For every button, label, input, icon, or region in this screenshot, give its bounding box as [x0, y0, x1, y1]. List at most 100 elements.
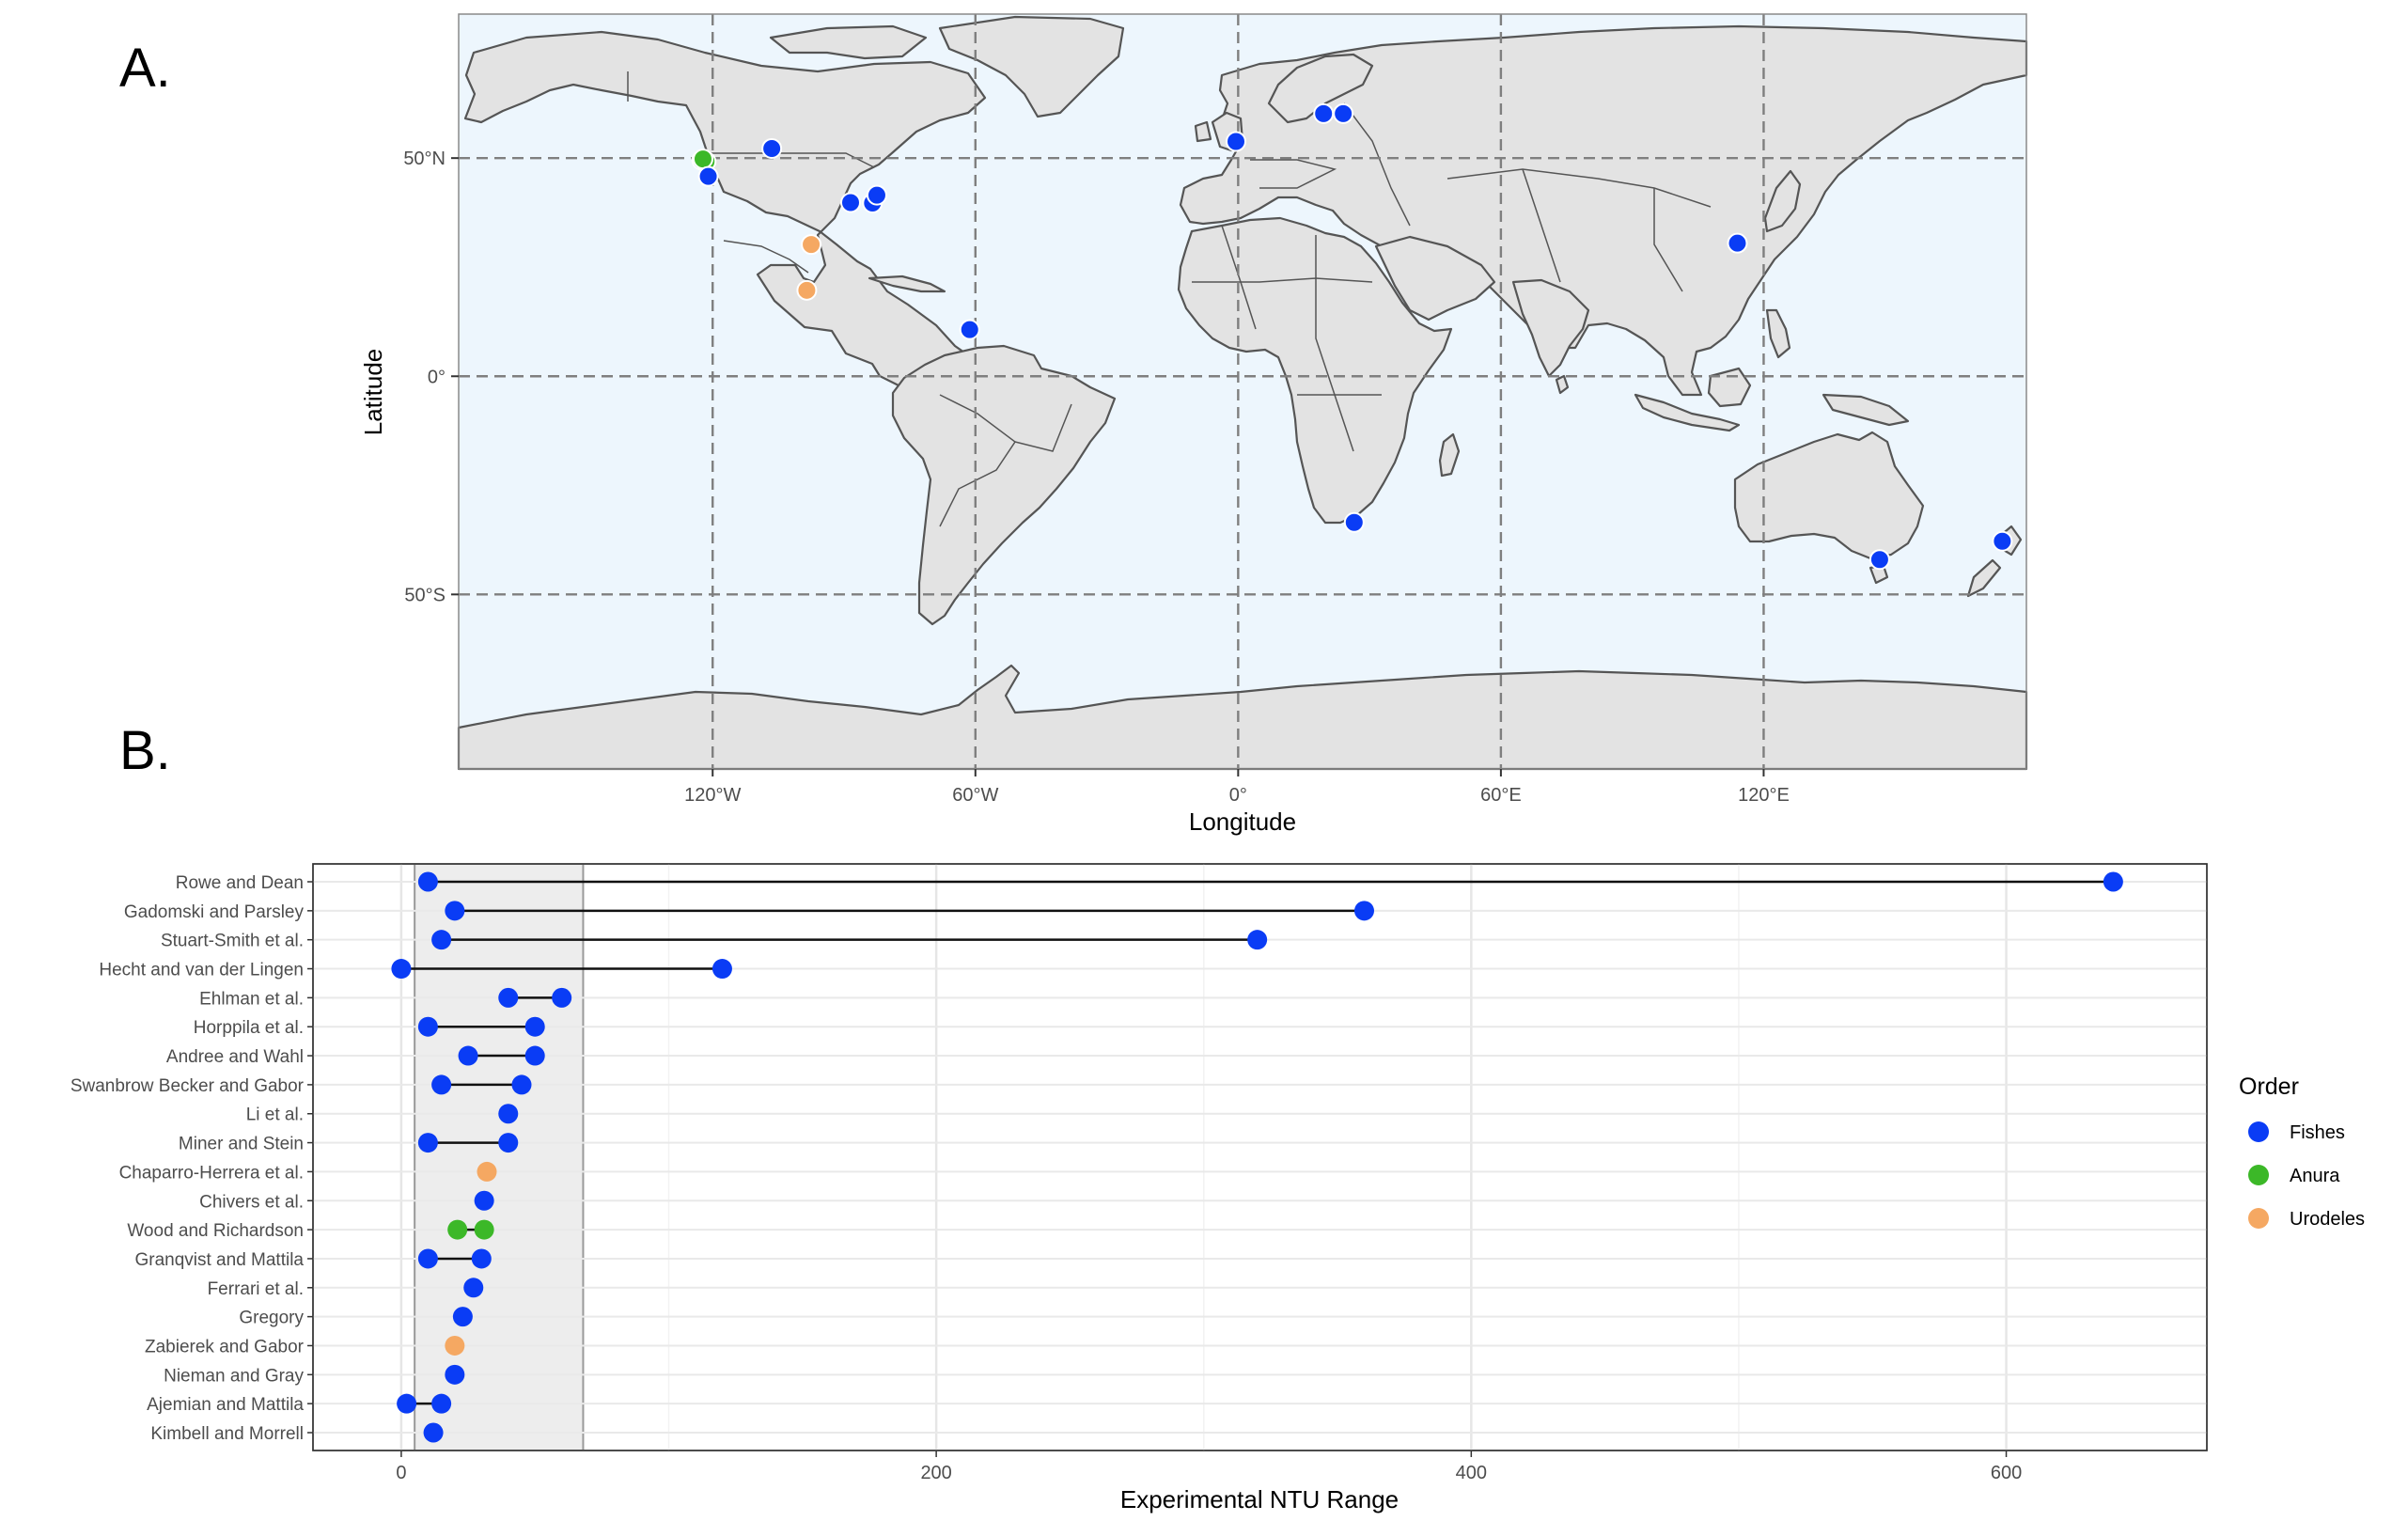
border-africa-1	[1192, 277, 1373, 283]
range-min-point-8	[498, 1104, 519, 1124]
legend-label-fishes: Fishes	[2290, 1122, 2345, 1143]
land-philippines	[1765, 308, 1791, 359]
range-max-point-0	[2103, 871, 2123, 892]
lat-tick-label-2: 50°S	[404, 585, 446, 605]
land-arabia	[1374, 235, 1496, 321]
x-tick-label-2: 400	[1456, 1463, 1487, 1483]
range-min-point-4	[498, 987, 519, 1008]
range-min-point-7	[431, 1074, 452, 1095]
map-site-fishes-7	[866, 184, 887, 206]
study-label-17: Nieman and Gray	[164, 1366, 304, 1386]
range-min-point-15	[452, 1307, 473, 1327]
map-x-axis-title: Longitude	[1189, 808, 1296, 836]
legend-label-urodeles: Urodeles	[2290, 1209, 2365, 1230]
range-min-point-12	[447, 1219, 468, 1240]
range-max-point-1	[1353, 901, 1374, 921]
map-y-axis-title: Latitude	[359, 349, 387, 436]
land-new-guinea	[1822, 393, 1910, 427]
border-eurasia-1	[1343, 102, 1411, 227]
map-longitude-ticks: 120°W 60°W 0° 60°E 120°E	[684, 769, 1790, 806]
range-min-point-11	[474, 1190, 494, 1211]
border-eurasia-4	[1653, 188, 1683, 292]
lat-tick-label-1: 0°	[428, 367, 446, 387]
land-india	[1511, 278, 1590, 378]
range-max-point-13	[471, 1248, 492, 1269]
map-site-fishes-14	[1727, 232, 1748, 254]
range-min-point-17	[445, 1364, 465, 1385]
border-us-mexico	[723, 240, 809, 274]
range-max-point-7	[511, 1074, 532, 1095]
ntu-x-ticks: 0 200 400 600	[396, 1450, 2022, 1483]
map-latitude-ticks: 50°N 0° 50°S	[403, 149, 459, 605]
map-study-sites	[691, 102, 2013, 571]
ntu-range-panel: Rowe and Dean Gadomski and Parsley Stuart-…	[70, 863, 2208, 1513]
lon-tick-label-3: 60°E	[1480, 785, 1522, 806]
range-max-point-6	[524, 1045, 545, 1066]
range-max-point-2	[1247, 930, 1268, 950]
map-site-fishes-3	[761, 137, 783, 159]
range-min-point-16	[445, 1335, 465, 1356]
legend-swatch-fishes	[2248, 1121, 2269, 1142]
world-map-panel: 120°W 60°W 0° 60°E 120°E 50°N 0° 50°S Longitud…	[359, 13, 2028, 836]
land-greenland	[938, 15, 1125, 118]
map-site-fishes-5	[840, 192, 861, 213]
border-europe	[1250, 159, 1337, 189]
legend-title: Order	[2239, 1074, 2299, 1100]
range-min-point-14	[463, 1278, 484, 1298]
map-site-anura-2	[692, 149, 713, 170]
x-tick-label-3: 600	[1991, 1463, 2022, 1483]
panel-b-label: B.	[119, 720, 171, 781]
study-label-10: Chaparro-Herrera et al.	[119, 1163, 304, 1183]
range-max-point-3	[711, 959, 732, 980]
land-borneo	[1707, 367, 1752, 408]
map-site-fishes-11	[1226, 131, 1247, 152]
study-label-12: Wood and Richardson	[127, 1221, 304, 1241]
study-label-11: Chivers et al.	[199, 1192, 304, 1212]
land-australia	[1733, 431, 1925, 560]
range-min-point-0	[417, 871, 438, 892]
range-max-point-4	[552, 987, 572, 1008]
study-label-2: Stuart-Smith et al.	[161, 932, 304, 951]
range-points	[391, 871, 2123, 1443]
range-max-point-5	[524, 1016, 545, 1037]
border-eurasia-3	[1522, 168, 1561, 283]
study-label-19: Kimbell and Morrell	[150, 1424, 304, 1444]
legend: Order Fishes Anura Urodeles	[2239, 1074, 2365, 1230]
range-max-point-18	[431, 1393, 452, 1414]
range-min-point-13	[417, 1248, 438, 1269]
border-africa-2	[1221, 225, 1257, 330]
map-site-fishes-15	[1343, 511, 1365, 533]
land-africa	[1177, 216, 1453, 525]
map-site-fishes-10	[959, 319, 980, 340]
study-label-16: Zabierek and Gabor	[145, 1337, 305, 1356]
study-label-15: Gregory	[239, 1309, 304, 1328]
study-label-1: Gadomski and Parsley	[124, 902, 305, 922]
range-min-point-5	[417, 1016, 438, 1037]
legend-swatch-anura	[2248, 1165, 2269, 1185]
land-arctic-islands	[769, 24, 928, 60]
study-label-4: Ehlman et al.	[199, 989, 304, 1009]
x-tick-label-1: 200	[920, 1463, 951, 1483]
lon-tick-label-4: 120°E	[1738, 785, 1790, 806]
range-min-point-3	[391, 959, 412, 980]
study-label-7: Swanbrow Becker and Gabor	[70, 1076, 305, 1096]
map-graticule	[459, 14, 2026, 769]
legend-label-anura: Anura	[2290, 1166, 2340, 1186]
map-country-borders	[627, 71, 1712, 527]
map-axes: 120°W 60°W 0° 60°E 120°E 50°N 0° 50°S Longitud…	[359, 149, 1790, 836]
panel-a-label: A.	[119, 38, 171, 99]
range-min-point-10	[477, 1161, 497, 1182]
range-min-point-9	[417, 1133, 438, 1153]
map-frame	[458, 13, 2027, 770]
plot-panel-background	[312, 863, 2208, 1451]
study-label-8: Li et al.	[246, 1105, 304, 1125]
land-sri-lanka	[1555, 374, 1570, 395]
border-south-america-1	[939, 394, 1017, 527]
range-segments	[400, 880, 2114, 1405]
land-antarctica	[457, 664, 2028, 771]
land-eurasia	[1179, 24, 2028, 397]
map-site-fishes-17	[1992, 530, 2013, 552]
map-site-urodeles-9	[796, 279, 818, 301]
legend-swatch-urodeles	[2248, 1208, 2269, 1229]
